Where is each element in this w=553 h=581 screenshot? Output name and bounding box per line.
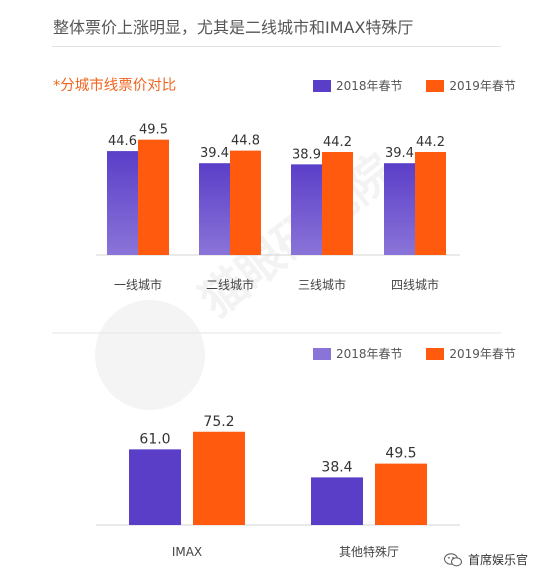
page-headline: 整体票价上涨明显，尤其是二线城市和IMAX特殊厅 — [53, 18, 414, 37]
bar-2018 — [384, 163, 415, 255]
legend-item-2019: 2019年春节 — [426, 345, 516, 362]
data-label: 49.5 — [385, 446, 416, 462]
category-label: 一线城市 — [114, 277, 162, 292]
brand-name: 首席娱乐官 — [468, 553, 529, 567]
data-label: 38.9 — [292, 147, 321, 162]
legend-swatch-2018 — [313, 347, 331, 360]
category-label: 四线城市 — [391, 277, 439, 292]
brand-footer: 首席娱乐官 — [444, 551, 528, 568]
category-label: 二线城市 — [206, 277, 254, 292]
bar-2018 — [107, 151, 138, 255]
legend-label-2018: 2018年春节 — [336, 347, 403, 361]
watermark-logo — [95, 300, 205, 410]
chart1-legend: 2018年春节 2019年春节 — [313, 77, 516, 95]
bar-2019 — [230, 150, 261, 255]
bar-2018 — [311, 477, 363, 525]
data-label: 39.4 — [200, 146, 229, 161]
bar-2018 — [129, 449, 181, 525]
category-label: 其他特殊厅 — [339, 544, 399, 559]
data-label: 39.4 — [385, 146, 414, 161]
bar-2019 — [415, 152, 446, 255]
chart1-title: *分城市线票价对比 — [53, 78, 177, 94]
data-label: 49.5 — [139, 123, 168, 138]
bar-2019 — [322, 152, 353, 255]
bar-2018 — [199, 163, 230, 255]
data-label: 61.0 — [139, 431, 170, 447]
chart2-legend: 2018年春节 2019年春节 — [313, 345, 516, 363]
category-label: IMAX — [172, 545, 202, 559]
data-label: 44.2 — [416, 135, 445, 150]
legend-swatch-2019 — [426, 347, 445, 360]
bar-2019 — [193, 431, 245, 525]
data-label: 38.4 — [321, 459, 352, 475]
legend-item-2018: 2018年春节 — [313, 77, 403, 94]
data-label: 44.2 — [323, 135, 352, 150]
legend-label-2018: 2018年春节 — [336, 79, 403, 93]
legend-label-2019: 2019年春节 — [449, 347, 516, 361]
wechat-icon — [444, 552, 462, 566]
legend-label-2019: 2019年春节 — [449, 79, 516, 93]
legend-item-2019: 2019年春节 — [426, 77, 516, 94]
header-divider — [52, 46, 501, 47]
bar-2019 — [138, 139, 169, 255]
category-label: 三线城市 — [298, 277, 346, 292]
data-label: 44.8 — [231, 134, 260, 149]
data-label: 44.6 — [108, 134, 137, 149]
legend-item-2018: 2018年春节 — [313, 345, 403, 362]
legend-swatch-2019 — [426, 79, 445, 92]
legend-swatch-2018 — [313, 79, 331, 92]
data-label: 75.2 — [203, 414, 234, 430]
bar-2018 — [291, 164, 322, 255]
bar-2019 — [375, 463, 427, 525]
